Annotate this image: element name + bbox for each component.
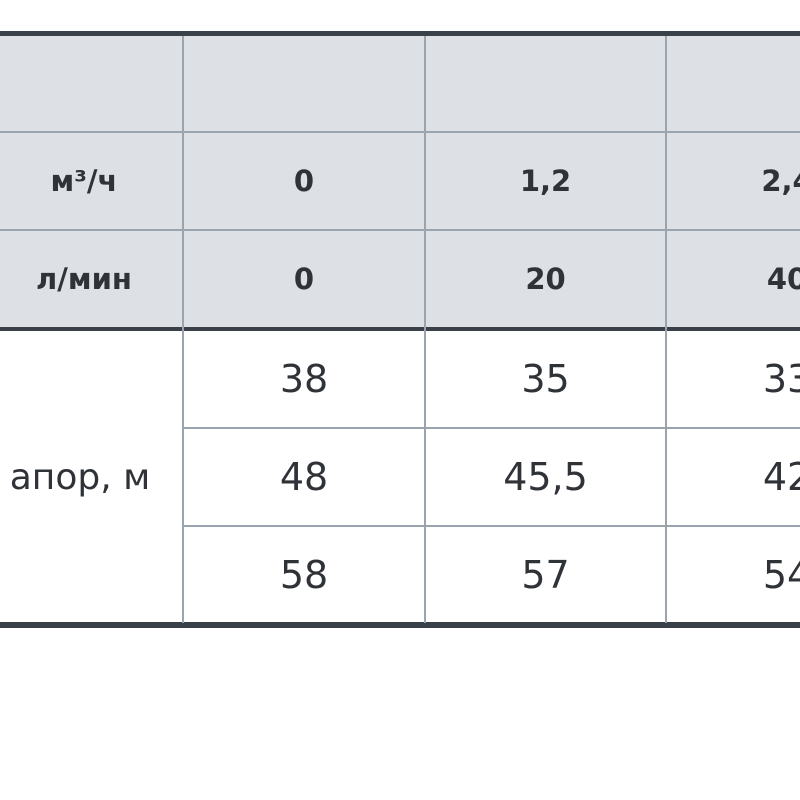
table-cell: 54 [762, 553, 800, 597]
bottom-border [0, 622, 800, 628]
table-cell: 0 [293, 164, 315, 198]
col-line [182, 36, 184, 623]
table-cell: 58 [279, 553, 329, 597]
col-line [665, 36, 667, 623]
row-line [0, 131, 800, 133]
table-cell: м³/ч [50, 164, 118, 198]
table-cell: л/мин [36, 262, 132, 296]
table-cell: 33 [762, 357, 800, 401]
table-cell: 1,2 [519, 164, 572, 198]
table-cell: 35 [521, 357, 570, 401]
table-cell: 45,5 [503, 455, 588, 499]
table-cell: 38 [279, 357, 329, 401]
table-cell: 40 [766, 262, 800, 296]
table-cell: 20 [525, 262, 566, 296]
table-cell: апор, м [9, 456, 151, 498]
col-line [424, 36, 426, 623]
row-line [183, 525, 800, 527]
table-cell: 48 [279, 455, 329, 499]
table-cell: 42 [762, 455, 800, 499]
table-cell: 2,4 [761, 164, 800, 198]
table-cell: 0 [293, 262, 315, 296]
row-line [183, 427, 800, 429]
header-border [0, 327, 800, 331]
table-cell: 57 [521, 553, 570, 597]
row-line [0, 229, 800, 231]
top-border [0, 31, 800, 36]
